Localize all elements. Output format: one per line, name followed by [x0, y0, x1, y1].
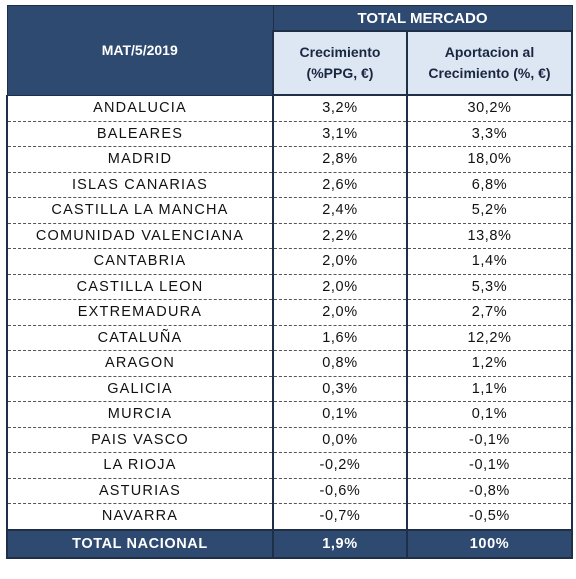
- growth-cell: -0,2%: [272, 452, 408, 479]
- region-cell: CASTILLA LA MANCHA: [6, 197, 274, 224]
- growth-cell: 3,1%: [272, 121, 408, 147]
- table-row: ANDALUCIA 3,2% 30,2%: [6, 95, 573, 122]
- table-row: ISLAS CANARIAS 2,6% 6,8%: [6, 172, 573, 198]
- region-cell: MADRID: [6, 146, 274, 173]
- table-row: LA RIOJA -0,2% -0,1%: [6, 452, 573, 479]
- contribution-cell: 2,7%: [406, 299, 573, 326]
- contribution-cell: -0,8%: [406, 478, 573, 504]
- contribution-cell: 1,1%: [406, 376, 573, 402]
- table-row: MADRID 2,8% 18,0%: [6, 146, 573, 173]
- region-cell: BALEARES: [6, 121, 274, 147]
- table-row: NAVARRA -0,7% -0,5%: [6, 503, 573, 530]
- contribution-cell: -0,1%: [406, 452, 573, 479]
- region-cell: CATALUÑA: [6, 325, 274, 351]
- region-cell: COMUNIDAD VALENCIANA: [6, 223, 274, 249]
- region-cell: ANDALUCIA: [6, 95, 274, 122]
- market-growth-table-container: MAT/5/2019 TOTAL MERCADO Crecimiento (%P…: [6, 5, 573, 575]
- contribution-cell: 1,4%: [406, 248, 573, 275]
- table-row: CASTILLA LEON 2,0% 5,3%: [6, 274, 573, 300]
- growth-cell: 0,1%: [272, 401, 408, 428]
- market-growth-table: MAT/5/2019 TOTAL MERCADO Crecimiento (%P…: [6, 5, 573, 559]
- total-contribution: 100%: [406, 528, 573, 559]
- table-row: PAIS VASCO 0,0% -0,1%: [6, 427, 573, 453]
- region-cell: CANTABRIA: [6, 248, 274, 275]
- contribution-cell: 18,0%: [406, 146, 573, 173]
- growth-cell: -0,7%: [272, 503, 408, 530]
- region-cell: PAIS VASCO: [6, 427, 274, 453]
- growth-cell: 3,2%: [272, 95, 408, 122]
- contribution-header-line1: Aportacion al: [444, 44, 535, 60]
- table-row: CANTABRIA 2,0% 1,4%: [6, 248, 573, 275]
- total-row: TOTAL NACIONAL 1,9% 100%: [6, 528, 573, 559]
- growth-cell: 2,0%: [272, 248, 408, 275]
- table-row: ARAGON 0,8% 1,2%: [6, 350, 573, 377]
- growth-cell: 0,8%: [272, 350, 408, 377]
- growth-column-header: Crecimiento (%PPG, €): [272, 30, 408, 96]
- total-label: TOTAL NACIONAL: [6, 528, 274, 559]
- table-row: BALEARES 3,1% 3,3%: [6, 121, 573, 147]
- contribution-cell: -0,5%: [406, 503, 573, 530]
- growth-cell: 2,0%: [272, 274, 408, 300]
- contribution-cell: 30,2%: [406, 95, 573, 122]
- growth-cell: 0,0%: [272, 427, 408, 453]
- table-row: CASTILLA LA MANCHA 2,4% 5,2%: [6, 197, 573, 224]
- growth-cell: 0,3%: [272, 376, 408, 402]
- growth-header-line1: Crecimiento: [299, 44, 381, 60]
- contribution-cell: 6,8%: [406, 172, 573, 198]
- growth-cell: 2,0%: [272, 299, 408, 326]
- region-cell: NAVARRA: [6, 503, 274, 530]
- contribution-column-header: Aportacion al Crecimiento (%, €): [406, 30, 573, 96]
- contribution-header-line2: Crecimiento (%, €): [428, 65, 551, 81]
- growth-cell: 1,6%: [272, 325, 408, 351]
- table-row: CATALUÑA 1,6% 12,2%: [6, 325, 573, 351]
- region-cell: ARAGON: [6, 350, 274, 377]
- region-cell: ISLAS CANARIAS: [6, 172, 274, 198]
- contribution-cell: 0,1%: [406, 401, 573, 428]
- contribution-cell: 1,2%: [406, 350, 573, 377]
- region-cell: CASTILLA LEON: [6, 274, 274, 300]
- region-cell: GALICIA: [6, 376, 274, 402]
- table-row: EXTREMADURA 2,0% 2,7%: [6, 299, 573, 326]
- contribution-cell: -0,1%: [406, 427, 573, 453]
- contribution-cell: 13,8%: [406, 223, 573, 249]
- period-header: MAT/5/2019: [6, 5, 274, 96]
- growth-header-line2: (%PPG, €): [306, 65, 374, 81]
- region-cell: MURCIA: [6, 401, 274, 428]
- region-cell: EXTREMADURA: [6, 299, 274, 326]
- growth-cell: 2,6%: [272, 172, 408, 198]
- growth-cell: 2,4%: [272, 197, 408, 224]
- growth-cell: -0,6%: [272, 478, 408, 504]
- total-growth: 1,9%: [272, 528, 408, 559]
- contribution-cell: 12,2%: [406, 325, 573, 351]
- contribution-cell: 3,3%: [406, 121, 573, 147]
- table-row: ASTURIAS -0,6% -0,8%: [6, 478, 573, 504]
- table-row: GALICIA 0,3% 1,1%: [6, 376, 573, 402]
- total-mercado-header: TOTAL MERCADO: [272, 5, 573, 32]
- contribution-cell: 5,3%: [406, 274, 573, 300]
- region-cell: ASTURIAS: [6, 478, 274, 504]
- growth-cell: 2,2%: [272, 223, 408, 249]
- table-row: COMUNIDAD VALENCIANA 2,2% 13,8%: [6, 223, 573, 249]
- table-row: MURCIA 0,1% 0,1%: [6, 401, 573, 428]
- region-cell: LA RIOJA: [6, 452, 274, 479]
- contribution-cell: 5,2%: [406, 197, 573, 224]
- growth-cell: 2,8%: [272, 146, 408, 173]
